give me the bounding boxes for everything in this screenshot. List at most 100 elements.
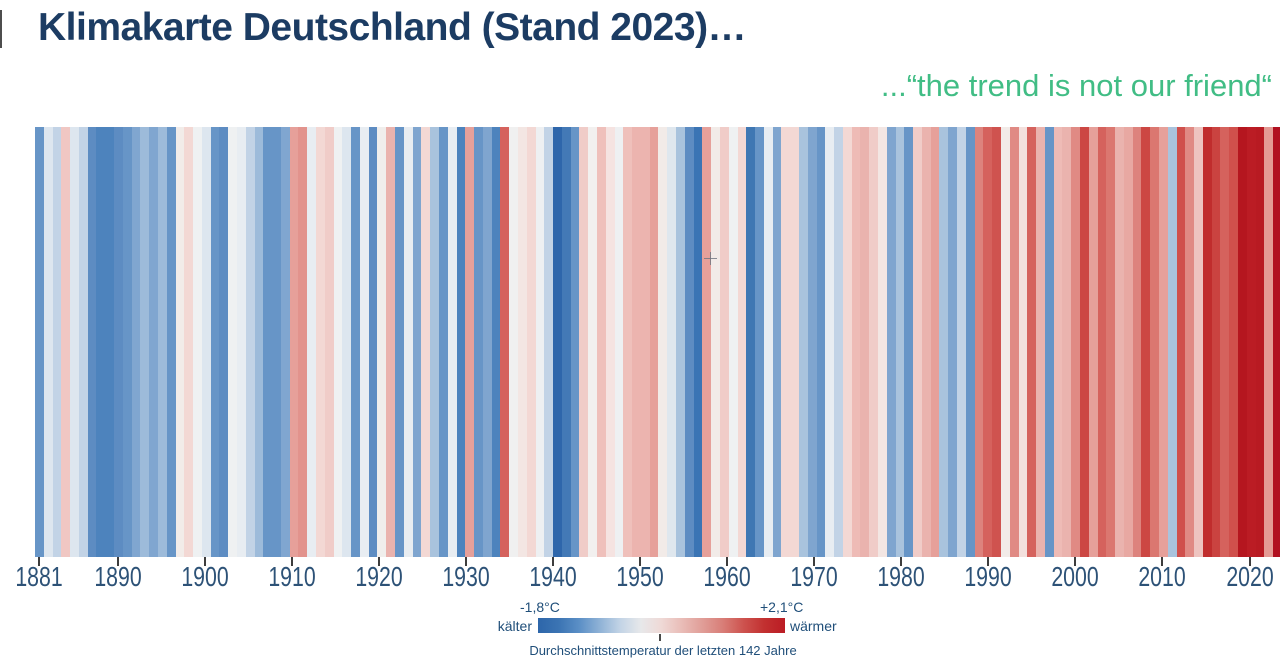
year-stripe-1968[interactable] [798,127,808,557]
year-stripe-1952[interactable] [658,127,668,557]
year-stripe-1993[interactable] [1018,127,1028,557]
year-stripe-2008[interactable] [1150,127,1159,557]
year-stripe-1929[interactable] [456,127,466,557]
year-stripe-1989[interactable] [983,127,993,557]
year-stripe-1997[interactable] [1053,127,1063,557]
year-stripe-1904[interactable] [236,127,246,557]
year-stripe-1923[interactable] [403,127,413,557]
year-stripe-1896[interactable] [166,127,176,557]
year-stripe-1921[interactable] [386,127,396,557]
year-stripe-1983[interactable] [930,127,940,557]
year-stripe-1934[interactable] [500,127,510,557]
year-stripe-1999[interactable] [1071,127,1080,557]
year-stripe-1928[interactable] [447,127,457,557]
year-stripe-1906[interactable] [254,127,264,557]
year-stripe-1965[interactable] [772,127,782,557]
year-stripe-1985[interactable] [948,127,958,557]
year-stripe-1954[interactable] [676,127,685,557]
year-stripe-1951[interactable] [649,127,659,557]
year-stripe-1931[interactable] [474,127,483,557]
year-stripe-1890[interactable] [114,127,123,557]
year-stripe-1974[interactable] [851,127,861,557]
year-stripe-1902[interactable] [219,127,229,557]
year-stripe-1938[interactable] [535,127,545,557]
year-stripe-1909[interactable] [280,127,290,557]
year-stripe-1953[interactable] [667,127,677,557]
year-stripe-1930[interactable] [465,127,475,557]
year-stripe-1972[interactable] [834,127,843,557]
year-stripe-1958[interactable] [711,127,720,557]
year-stripe-2001[interactable] [1088,127,1098,557]
year-stripe-1924[interactable] [412,127,422,557]
year-stripe-1922[interactable] [395,127,404,557]
year-stripe-2011[interactable] [1176,127,1186,557]
year-stripe-1889[interactable] [105,127,115,557]
year-stripe-1925[interactable] [421,127,431,557]
year-stripe-2004[interactable] [1115,127,1124,557]
year-stripe-1936[interactable] [517,127,527,557]
year-stripe-1927[interactable] [438,127,448,557]
year-stripe-1913[interactable] [316,127,325,557]
year-stripe-2015[interactable] [1211,127,1221,557]
year-stripe-1967[interactable] [790,127,799,557]
year-stripe-1905[interactable] [245,127,255,557]
year-stripe-1893[interactable] [140,127,150,557]
year-stripe-1882[interactable] [43,127,53,557]
year-stripe-1949[interactable] [632,127,641,557]
year-stripe-1883[interactable] [52,127,62,557]
year-stripe-1941[interactable] [561,127,571,557]
year-stripe-2000[interactable] [1079,127,1089,557]
year-stripe-1945[interactable] [597,127,606,557]
year-stripe-1962[interactable] [746,127,756,557]
year-stripe-1901[interactable] [210,127,220,557]
year-stripe-1912[interactable] [307,127,316,557]
year-stripe-2007[interactable] [1141,127,1151,557]
year-stripe-1908[interactable] [272,127,281,557]
year-stripe-1990[interactable] [992,127,1001,557]
year-stripe-1910[interactable] [289,127,299,557]
year-stripe-1966[interactable] [781,127,791,557]
year-stripe-1991[interactable] [1000,127,1010,557]
year-stripe-1957[interactable] [702,127,712,557]
year-stripe-1961[interactable] [737,127,747,557]
year-stripe-1897[interactable] [175,127,185,557]
year-stripe-2018[interactable] [1238,127,1247,557]
year-stripe-1970[interactable] [816,127,826,557]
year-stripe-1981[interactable] [913,127,922,557]
year-stripe-1996[interactable] [1044,127,1054,557]
year-stripe-2009[interactable] [1159,127,1168,557]
year-stripe-1998[interactable] [1062,127,1072,557]
year-stripe-1942[interactable] [570,127,580,557]
year-stripe-1973[interactable] [842,127,852,557]
year-stripe-1980[interactable] [904,127,914,557]
year-stripe-1891[interactable] [122,127,132,557]
year-stripe-1940[interactable] [553,127,562,557]
year-stripe-1979[interactable] [895,127,905,557]
year-stripe-1933[interactable] [491,127,501,557]
year-stripe-1888[interactable] [96,127,106,557]
year-stripe-1959[interactable] [719,127,729,557]
year-stripe-1987[interactable] [965,127,975,557]
year-stripe-1994[interactable] [1027,127,1037,557]
year-stripe-1917[interactable] [351,127,360,557]
year-stripe-1886[interactable] [78,127,88,557]
year-stripe-2016[interactable] [1220,127,1230,557]
year-stripe-1915[interactable] [333,127,343,557]
year-stripe-2021[interactable] [1264,127,1274,557]
year-stripe-1946[interactable] [605,127,615,557]
year-stripe-1885[interactable] [70,127,79,557]
year-stripe-1984[interactable] [939,127,949,557]
year-stripe-1969[interactable] [807,127,817,557]
year-stripe-1932[interactable] [482,127,492,557]
year-stripe-1900[interactable] [201,127,211,557]
year-stripe-1935[interactable] [509,127,518,557]
year-stripe-1964[interactable] [763,127,773,557]
year-stripe-1926[interactable] [430,127,439,557]
year-stripe-1947[interactable] [614,127,624,557]
year-stripe-1898[interactable] [184,127,194,557]
warming-stripes-chart[interactable] [35,127,1280,557]
year-stripe-1988[interactable] [974,127,984,557]
year-stripe-1914[interactable] [324,127,334,557]
year-stripe-1982[interactable] [921,127,931,557]
year-stripe-1986[interactable] [957,127,966,557]
